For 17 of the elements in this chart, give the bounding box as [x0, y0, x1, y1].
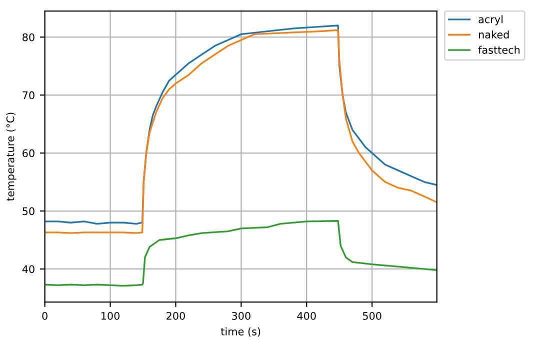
- y-tick-label: 70: [22, 91, 34, 100]
- x-tick-label: 400: [297, 312, 316, 320]
- y-tick-label: 80: [22, 33, 34, 42]
- legend-label: acryl: [478, 15, 503, 26]
- x-tick-label: 500: [362, 312, 382, 320]
- x-tick-label: 200: [166, 312, 185, 320]
- y-tick-label: 40: [22, 265, 34, 274]
- legend-label: fasttech: [478, 46, 520, 54]
- y-tick-label: 60: [22, 149, 34, 158]
- y-tick-label: 50: [22, 207, 34, 216]
- legend-label: naked: [478, 30, 509, 39]
- x-tick-label: 300: [232, 312, 250, 320]
- x-tick-label: 0: [42, 312, 48, 320]
- x-axis-title: time (s): [220, 327, 260, 337]
- x-tick-label: 100: [101, 312, 120, 320]
- line-series: [44, 220, 437, 287]
- y-axis-title: temperature (°C): [6, 112, 16, 201]
